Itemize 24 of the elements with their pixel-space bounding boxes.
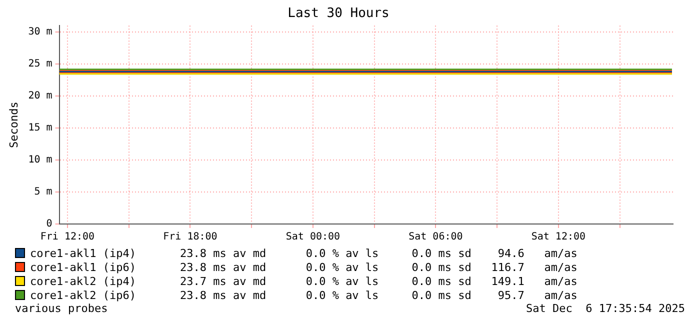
x-tick-label: Sat 12:00 <box>531 232 586 243</box>
chart-title: Last 30 Hours <box>288 6 390 22</box>
legend-label: core1-akl2 (ip6) <box>30 288 137 302</box>
legend-label: core1-akl1 (ip6) <box>30 260 137 274</box>
x-tick-label: Sat 00:00 <box>286 232 340 243</box>
y-tick-label: 30 m <box>28 26 52 38</box>
text: Sat Dec 6 17:35:54 2025 <box>526 302 685 316</box>
text: 23.8 ms av md 0.0 % av ls 0.0 ms sd 116.7 am/as <box>180 260 578 274</box>
text: various probes <box>15 302 108 316</box>
y-axis-title: Seconds <box>7 102 20 148</box>
y-tick-label: 15 m <box>28 122 52 134</box>
legend-label: core1-akl2 (ip4) <box>30 274 137 288</box>
y-tick-label: 20 m <box>28 90 52 102</box>
y-tick-label: 10 m <box>28 154 52 166</box>
text: 23.8 ms av md 0.0 % av ls 0.0 ms sd 95.7 am/as <box>180 288 578 302</box>
text: 23.7 ms av md 0.0 % av ls 0.0 ms sd 149.1 am/as <box>180 274 578 288</box>
legend-label: core1-akl1 (ip4) <box>30 246 137 260</box>
x-tick-label: Fri 18:00 <box>163 232 218 243</box>
x-tick-label: Fri 12:00 <box>40 232 95 243</box>
y-tick-label: 5 m <box>34 186 52 198</box>
text: 23.8 ms av md 0.0 % av ls 0.0 ms sd 94.6 am/as <box>180 246 578 260</box>
x-tick-label: Sat 06:00 <box>408 232 463 243</box>
y-tick-label: 0 <box>46 218 52 230</box>
y-tick-label: 25 m <box>28 58 52 70</box>
